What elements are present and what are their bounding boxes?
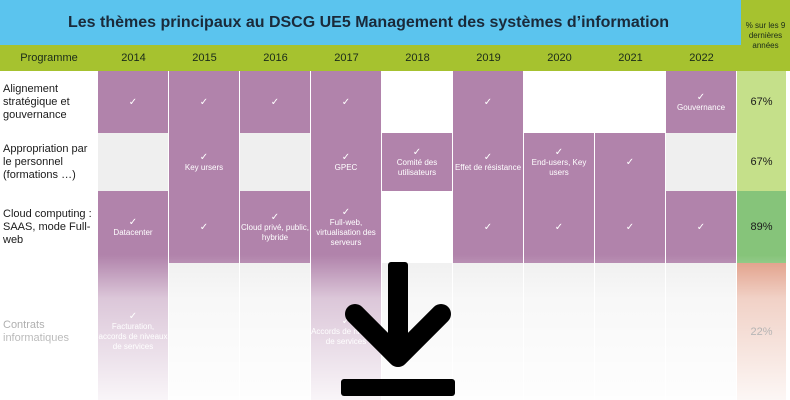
- header-row: Programme 2014 2015 2016 2017 2018 2019 …: [0, 45, 741, 71]
- table-cell: [595, 263, 666, 400]
- table-cell: ✓: [453, 71, 524, 133]
- cell-text: Comité des utilisateurs: [396, 157, 438, 177]
- percentage-header: % sur les 9 dernières années: [741, 0, 790, 71]
- header-year: 2019: [476, 52, 501, 64]
- cell-text: Gouvernance: [676, 102, 726, 112]
- checkmark-icon: ✓: [412, 146, 422, 158]
- row-label: Cloud computing : SAAS, mode Full-web: [0, 191, 98, 263]
- header-year: 2020: [547, 52, 572, 64]
- table-cell: ✓ Gouvernance: [666, 71, 737, 133]
- table-cell: [240, 133, 311, 191]
- cell-text: GPEC: [334, 162, 358, 172]
- row-percentage: 22%: [737, 263, 786, 400]
- checkmark-icon: ✓: [199, 151, 209, 163]
- table-cell: ✓ Cloud privé, public, hybride: [240, 191, 311, 263]
- table-cell: [169, 263, 240, 400]
- cell-text: Facturation, accords de niveaux de servi…: [98, 322, 168, 351]
- cell-text: Datacenter: [113, 227, 153, 237]
- checkmark-icon: ✓: [483, 221, 493, 233]
- row-label: Alignement stratégique et gouvernance: [0, 71, 98, 133]
- checkmark-icon: ✓: [554, 146, 564, 158]
- table-cell: ✓ End-users, Key users: [524, 133, 595, 191]
- row-label: Appropriation par le personnel (formatio…: [0, 133, 98, 191]
- checkmark-icon: ✓: [554, 221, 564, 233]
- checkmark-icon: ✓: [625, 221, 635, 233]
- table-cell: [666, 263, 737, 400]
- download-arrow-icon[interactable]: [337, 262, 459, 397]
- table-cell: ✓: [98, 71, 169, 133]
- header-year: 2016: [263, 52, 288, 64]
- checkmark-icon: ✓: [270, 96, 280, 108]
- table-cell: [382, 71, 453, 133]
- checkmark-icon: ✓: [696, 221, 706, 233]
- row-percentage: 89%: [737, 191, 786, 263]
- table-cell: ✓: [311, 71, 382, 133]
- cell-text: Cloud privé, public, hybride: [240, 222, 310, 242]
- cell-text: Key ursers: [184, 162, 224, 172]
- checkmark-icon: ✓: [483, 96, 493, 108]
- table-cell: [666, 133, 737, 191]
- header-year: 2018: [405, 52, 430, 64]
- table-cell: [524, 71, 595, 133]
- row-percentage: 67%: [737, 71, 786, 133]
- checkmark-icon: ✓: [341, 96, 351, 108]
- table-cell: [240, 263, 311, 400]
- checkmark-icon: ✓: [270, 211, 280, 223]
- table-cell: ✓ Full-web, virtualisation des serveurs: [311, 191, 382, 263]
- header-year: 2017: [334, 52, 359, 64]
- table-cell: ✓: [524, 191, 595, 263]
- checkmark-icon: ✓: [199, 221, 209, 233]
- header-year: 2015: [192, 52, 217, 64]
- table-row: Cloud computing : SAAS, mode Full-web ✓ Da…: [0, 191, 790, 263]
- table-cell: ✓ Key ursers: [169, 133, 240, 191]
- row-percentage: 67%: [737, 133, 786, 191]
- table-cell: [382, 191, 453, 263]
- table-cell: [98, 133, 169, 191]
- checkmark-icon: ✓: [341, 206, 351, 218]
- cell-text: End-users, Key users: [531, 157, 587, 177]
- checkmark-icon: ✓: [199, 96, 209, 108]
- table-row: Appropriation par le personnel (formatio…: [0, 133, 790, 191]
- cell-text: Full-web, virtualisation des serveurs: [316, 217, 376, 247]
- header-year: 2014: [121, 52, 146, 64]
- checkmark-icon: ✓: [341, 151, 351, 163]
- checkmark-icon: ✓: [128, 96, 138, 108]
- table-cell: ✓ Effet de résistance: [453, 133, 524, 191]
- header-year: 2021: [618, 52, 643, 64]
- table-row: Alignement stratégique et gouvernance ✓ ✓ ✓…: [0, 71, 790, 133]
- checkmark-icon: ✓: [128, 216, 138, 228]
- table-title: Les thèmes principaux au DSCG UE5 Manage…: [0, 0, 741, 45]
- checkmark-icon: ✓: [128, 311, 138, 322]
- table-cell: ✓ Facturation, accords de niveaux de serv…: [98, 263, 169, 400]
- cell-text: Effet de résistance: [454, 162, 522, 172]
- checkmark-icon: ✓: [625, 156, 635, 168]
- table-cell: ✓ Datacenter: [98, 191, 169, 263]
- table-cell: [595, 71, 666, 133]
- checkmark-icon: ✓: [483, 151, 493, 163]
- table-cell: ✓ Comité des utilisateurs: [382, 133, 453, 191]
- table-cell: [524, 263, 595, 400]
- header-year: 2022: [689, 52, 714, 64]
- table-cell: [453, 263, 524, 400]
- table-cell: ✓: [169, 71, 240, 133]
- table-cell: ✓: [453, 191, 524, 263]
- row-label: Contrats informatiques: [0, 263, 98, 400]
- table-cell: ✓: [595, 191, 666, 263]
- table-cell: ✓ GPEC: [311, 133, 382, 191]
- checkmark-icon: ✓: [696, 91, 706, 103]
- table-cell: ✓: [169, 191, 240, 263]
- table-cell: ✓: [595, 133, 666, 191]
- table-cell: ✓: [666, 191, 737, 263]
- table-cell: ✓: [240, 71, 311, 133]
- header-program: Programme: [20, 52, 78, 64]
